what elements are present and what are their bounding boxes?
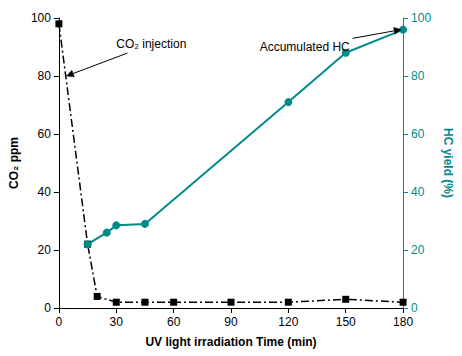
- svg-text:90: 90: [224, 315, 238, 329]
- svg-text:40: 40: [411, 185, 425, 199]
- svg-text:80: 80: [38, 69, 52, 83]
- svg-text:Accumulated HC: Accumulated HC: [260, 40, 350, 54]
- svg-text:0: 0: [56, 315, 63, 329]
- svg-text:20: 20: [38, 243, 52, 257]
- svg-text:40: 40: [38, 185, 52, 199]
- svg-text:0: 0: [411, 301, 418, 315]
- svg-text:30: 30: [110, 315, 124, 329]
- svg-text:HC yield (%): HC yield (%): [441, 128, 455, 198]
- svg-text:0: 0: [44, 301, 51, 315]
- svg-text:100: 100: [31, 11, 51, 25]
- svg-text:120: 120: [278, 315, 298, 329]
- svg-text:60: 60: [38, 127, 52, 141]
- svg-text:150: 150: [336, 315, 356, 329]
- svg-text:CO₂ injection: CO₂ injection: [116, 37, 186, 51]
- svg-text:60: 60: [411, 127, 425, 141]
- svg-text:CO₂ ppm: CO₂ ppm: [7, 137, 21, 189]
- svg-text:20: 20: [411, 243, 425, 257]
- svg-text:180: 180: [393, 315, 413, 329]
- svg-text:UV light irradiation Time (min: UV light irradiation Time (min): [145, 335, 316, 349]
- svg-text:80: 80: [411, 69, 425, 83]
- svg-text:100: 100: [411, 11, 431, 25]
- svg-text:60: 60: [167, 315, 181, 329]
